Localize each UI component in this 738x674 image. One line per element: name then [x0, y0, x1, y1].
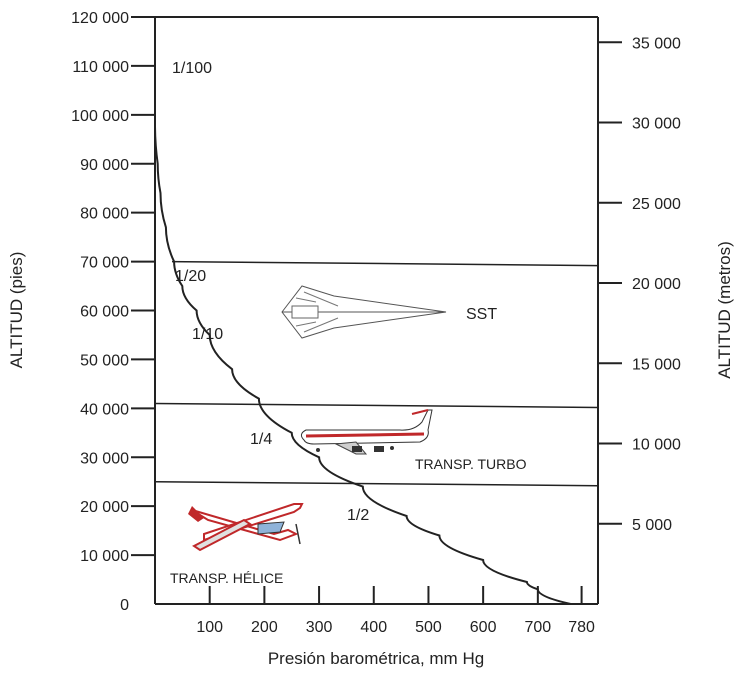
x-tick-label: 780: [568, 619, 595, 636]
x-tick-label: 700: [524, 619, 551, 636]
left-axis-ticks: 0 10 000 20 000 30 000 40 000 50 000 60 000 70 …: [71, 10, 155, 614]
fraction-label: 1/10: [192, 326, 223, 343]
x-tick-label: 100: [196, 619, 223, 636]
x-tick-label: 200: [251, 619, 278, 636]
right-tick-label: 25 000: [632, 196, 681, 213]
left-tick-label: 120 000: [71, 10, 129, 27]
altitude-band-line: [154, 480, 599, 487]
right-tick-label: 10 000: [632, 437, 681, 454]
right-tick-label: 20 000: [632, 276, 681, 293]
x-tick-label: 600: [470, 619, 497, 636]
sst-aircraft-icon: [281, 285, 447, 339]
propeller-plane-icon: [188, 503, 304, 552]
left-axis-title: ALTITUD (pies): [7, 252, 26, 369]
x-axis-ticks: 100 200 300 400 500 600 700 780: [196, 586, 595, 636]
left-tick-label: 90 000: [80, 157, 129, 174]
right-tick-label: 30 000: [632, 116, 681, 133]
left-tick-label: 100 000: [71, 108, 129, 125]
right-tick-label: 5 000: [632, 517, 672, 534]
turbo-label: TRANSP. TURBO: [415, 456, 527, 472]
left-tick-label: 110 000: [72, 59, 129, 76]
altitude-band-line: [171, 260, 599, 267]
right-tick-label: 15 000: [632, 356, 681, 373]
jet-airliner-icon: [300, 409, 433, 455]
left-tick-label: 20 000: [80, 499, 129, 516]
right-tick-label: 35 000: [632, 35, 681, 52]
left-tick-label: 60 000: [80, 304, 129, 321]
propeller-label: TRANSP. HÉLICE: [170, 570, 283, 586]
fraction-label: 1/100: [172, 60, 212, 77]
pressure-altitude-curve: [154, 124, 571, 605]
fraction-label: 1/2: [347, 507, 369, 524]
x-tick-label: 500: [415, 619, 442, 636]
fraction-label: 1/4: [250, 431, 272, 448]
left-tick-label: 80 000: [80, 206, 129, 223]
left-tick-label: 50 000: [80, 352, 129, 369]
fraction-label: 1/20: [175, 268, 206, 285]
x-tick-label: 400: [360, 619, 387, 636]
left-tick-label: 10 000: [80, 548, 129, 565]
x-axis-title: Presión barométrica, mm Hg: [268, 649, 484, 668]
left-tick-label: 40 000: [80, 401, 129, 418]
left-tick-label: 30 000: [80, 450, 129, 467]
altitude-band-line: [154, 402, 599, 409]
altitude-band-lines: [154, 260, 599, 487]
left-tick-label: 0: [120, 597, 129, 614]
left-tick-label: 70 000: [80, 255, 129, 272]
sst-label: SST: [466, 306, 497, 323]
x-tick-label: 300: [306, 619, 333, 636]
right-axis-ticks: 5 000 10 000 15 000 20 000 25 000 30 000 35 00…: [598, 35, 681, 534]
right-axis-title: ALTITUD (metros): [715, 241, 734, 379]
